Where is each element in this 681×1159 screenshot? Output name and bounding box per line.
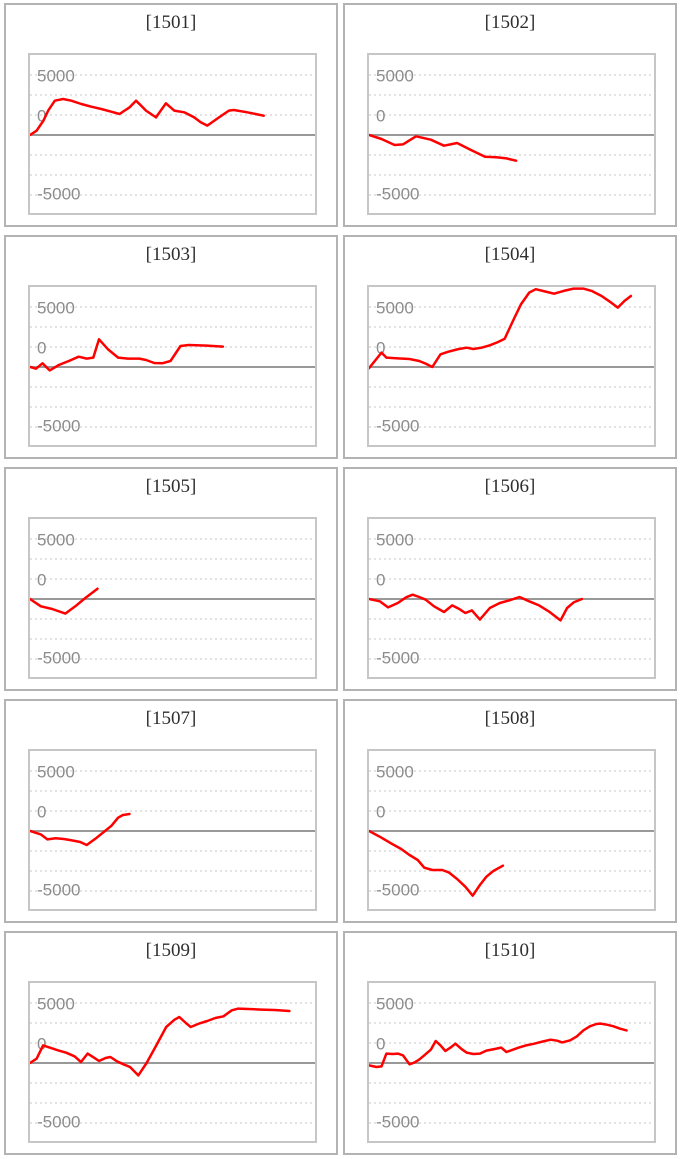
y-tick-label: 5000 <box>37 995 75 1014</box>
chart-plot: 5000 0 -5000 <box>28 749 317 911</box>
y-tick-label: 0 <box>37 107 46 126</box>
y-tick-label: -5000 <box>37 649 80 668</box>
data-series-line <box>369 287 633 370</box>
y-tick-label: -5000 <box>376 185 419 204</box>
y-tick-label: 5000 <box>37 531 75 550</box>
data-series-line <box>30 1007 291 1077</box>
chart-plot: 5000 0 -5000 <box>28 285 317 447</box>
y-tick-label: 5000 <box>37 763 75 782</box>
chart-card-1504: [1504] 5000 0 -5000 <box>343 235 677 459</box>
chart-title: [1504] <box>484 244 536 265</box>
chart-card-1506: [1506] 5000 0 -5000 <box>343 467 677 691</box>
y-tick-label: -5000 <box>37 417 80 436</box>
data-series-line <box>369 133 518 162</box>
y-tick-label: 0 <box>376 107 385 126</box>
y-tick-label: -5000 <box>376 649 419 668</box>
chart-canvas: 5000 0 -5000 <box>369 67 654 204</box>
chart-card-1502: [1502] 5000 0 -5000 <box>343 3 677 227</box>
chart-canvas: 5000 0 -5000 <box>30 67 315 204</box>
y-tick-label: 0 <box>37 803 46 822</box>
chart-title: [1510] <box>484 940 536 961</box>
chart-title: [1508] <box>484 708 536 729</box>
chart-title: [1507] <box>145 708 197 729</box>
y-tick-label: 0 <box>376 1035 385 1054</box>
y-tick-label: 0 <box>376 339 385 358</box>
chart-canvas: 5000 0 -5000 <box>30 995 315 1132</box>
data-series-line <box>369 1022 628 1069</box>
chart-title: [1502] <box>484 12 536 33</box>
chart-plot: 5000 0 -5000 <box>367 285 656 447</box>
chart-plot: 5000 0 -5000 <box>367 981 656 1143</box>
chart-title: [1505] <box>145 476 197 497</box>
y-tick-label: -5000 <box>37 185 80 204</box>
chart-canvas: 5000 0 -5000 <box>369 531 654 668</box>
chart-card-1508: [1508] 5000 0 -5000 <box>343 699 677 923</box>
y-tick-label: 5000 <box>37 67 75 86</box>
chart-card-1507: [1507] 5000 0 -5000 <box>4 699 338 923</box>
y-tick-label: 0 <box>376 571 385 590</box>
data-series-line <box>369 593 584 622</box>
y-tick-label: 5000 <box>376 299 414 318</box>
chart-plot: 5000 0 -5000 <box>367 517 656 679</box>
chart-canvas: 5000 0 -5000 <box>369 287 654 436</box>
chart-canvas: 5000 0 -5000 <box>30 763 315 900</box>
y-tick-label: 0 <box>37 571 46 590</box>
y-tick-label: -5000 <box>376 1113 419 1132</box>
data-series-line <box>30 338 225 372</box>
chart-title: [1503] <box>145 244 197 265</box>
chart-card-1501: [1501] 5000 0 -5000 <box>4 3 338 227</box>
chart-card-1505: [1505] 5000 0 -5000 <box>4 467 338 691</box>
data-series-line <box>30 587 99 615</box>
data-series-line <box>369 829 505 897</box>
y-tick-label: 0 <box>37 339 46 358</box>
chart-plot: 5000 0 -5000 <box>367 749 656 911</box>
chart-canvas: 5000 0 -5000 <box>369 995 654 1132</box>
chart-plot: 5000 0 -5000 <box>28 53 317 215</box>
chart-card-1510: [1510] 5000 0 -5000 <box>343 931 677 1155</box>
chart-plot: 5000 0 -5000 <box>28 981 317 1143</box>
y-tick-label: 5000 <box>376 531 414 550</box>
y-tick-label: -5000 <box>37 1113 80 1132</box>
y-tick-label: -5000 <box>376 881 419 900</box>
chart-plot: 5000 0 -5000 <box>28 517 317 679</box>
y-tick-label: 5000 <box>376 995 414 1014</box>
y-tick-label: -5000 <box>37 881 80 900</box>
chart-plot: 5000 0 -5000 <box>367 53 656 215</box>
data-series-line <box>30 812 131 847</box>
chart-canvas: 5000 0 -5000 <box>30 299 315 436</box>
y-tick-label: 0 <box>376 803 385 822</box>
y-tick-label: 5000 <box>376 67 414 86</box>
chart-title: [1509] <box>145 940 197 961</box>
y-tick-label: -5000 <box>376 417 419 436</box>
chart-canvas: 5000 0 -5000 <box>369 763 654 900</box>
chart-card-1503: [1503] 5000 0 -5000 <box>4 235 338 459</box>
chart-canvas: 5000 0 -5000 <box>30 531 315 668</box>
y-tick-label: 5000 <box>376 763 414 782</box>
chart-title: [1501] <box>145 12 197 33</box>
y-tick-label: 5000 <box>37 299 75 318</box>
y-tick-label: 0 <box>37 1035 46 1054</box>
data-series-line <box>30 97 265 137</box>
chart-card-1509: [1509] 5000 0 -5000 <box>4 931 338 1155</box>
chart-title: [1506] <box>484 476 536 497</box>
